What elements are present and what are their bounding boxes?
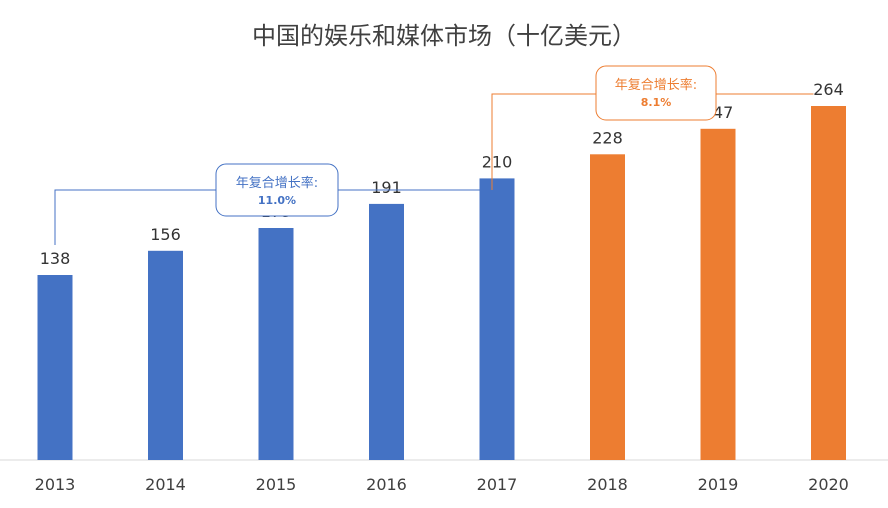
bar-2018 <box>590 154 625 461</box>
cagr-box-2017-2020 <box>595 65 717 121</box>
cagr-value-2013-2017: 11.0% <box>258 194 296 207</box>
bar-2019 <box>700 128 736 461</box>
x-tick-label-2017: 2017 <box>477 475 518 494</box>
bar-value-label-2014: 156 <box>150 225 181 244</box>
x-tick-label-2020: 2020 <box>808 475 849 494</box>
x-tick-label-2016: 2016 <box>366 475 407 494</box>
bar-2017 <box>479 178 515 460</box>
bar-2013 <box>37 275 73 460</box>
chart-title: 中国的娱乐和媒体市场（十亿美元） <box>252 22 636 50</box>
bar-value-label-2020: 264 <box>813 80 844 99</box>
x-tick-labels-group: 2013 2014 2015 2016 2017 2018 2019 2020 <box>35 475 849 494</box>
x-tick-label-2018: 2018 <box>587 475 628 494</box>
bar-value-label-2018: 228 <box>592 128 623 147</box>
bar-2014 <box>148 250 183 460</box>
x-tick-label-2015: 2015 <box>256 475 297 494</box>
bars-group <box>37 106 846 461</box>
cagr-bracket-line-2013-2017 <box>54 189 492 245</box>
cagr-annotation-2013-2017: 年复合增长率: 11.0% <box>54 163 492 245</box>
cagr-value-2017-2020: 8.1% <box>641 96 672 109</box>
bar-value-label-2016: 191 <box>371 178 402 197</box>
cagr-label-2013-2017: 年复合增长率: <box>236 175 318 191</box>
bar-2016 <box>369 203 404 460</box>
bar-2015 <box>258 228 294 460</box>
x-tick-label-2014: 2014 <box>145 475 186 494</box>
cagr-box-2013-2017 <box>215 163 339 217</box>
cagr-annotation-2017-2020: 年复合增长率: 8.1% <box>491 65 814 190</box>
bar-value-label-2017: 210 <box>482 152 513 171</box>
x-tick-label-2013: 2013 <box>35 475 76 494</box>
bar-2020 <box>811 106 846 460</box>
cagr-label-2017-2020: 年复合增长率: <box>615 77 697 93</box>
bar-value-label-2013: 138 <box>40 249 71 268</box>
x-tick-label-2019: 2019 <box>698 475 739 494</box>
